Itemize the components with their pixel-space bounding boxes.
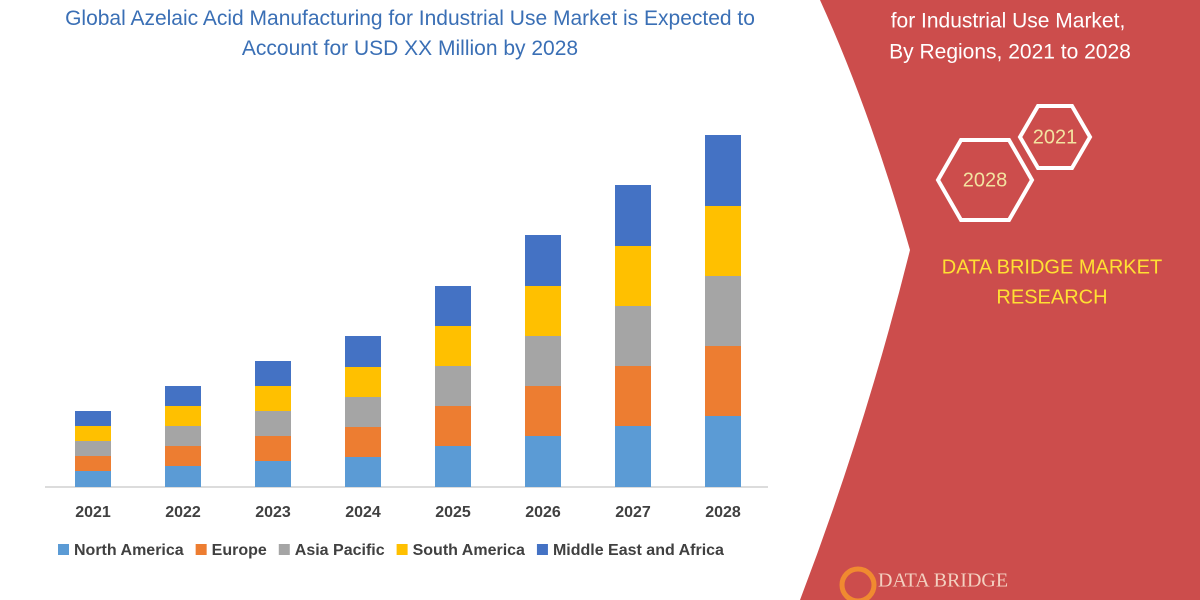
x-tick-label: 2023 bbox=[255, 504, 291, 521]
x-tick-label: 2022 bbox=[165, 504, 201, 521]
brand: RESEARCH bbox=[996, 286, 1107, 308]
bar-segment bbox=[345, 336, 381, 367]
bar-segment bbox=[345, 397, 381, 427]
bar-segment bbox=[615, 185, 651, 246]
bar-segment bbox=[75, 426, 111, 441]
chart-title: Global Azelaic Acid Manufacturing for In… bbox=[65, 7, 755, 60]
bar-segment bbox=[705, 135, 741, 206]
x-tick-label: 2026 bbox=[525, 504, 561, 521]
badge: 2028 bbox=[963, 169, 1008, 191]
legend-swatch bbox=[195, 544, 207, 555]
x-tick-label: 2024 bbox=[345, 504, 381, 521]
panel-heading: By Regions, 2021 to 2028 bbox=[889, 41, 1131, 64]
logo-mark bbox=[839, 566, 877, 600]
bar-segment bbox=[345, 427, 381, 457]
x-tick-label: 2025 bbox=[435, 504, 471, 521]
bar-segment bbox=[525, 286, 561, 336]
bar-segment bbox=[255, 411, 291, 436]
panel-heading: for Industrial Use Market, bbox=[891, 10, 1126, 33]
x-tick-label: 2027 bbox=[615, 504, 651, 521]
bar-segment bbox=[615, 366, 651, 426]
bar-segment bbox=[75, 411, 111, 426]
bar-segment bbox=[165, 426, 201, 446]
bar-segment bbox=[615, 246, 651, 306]
bar-segment bbox=[345, 367, 381, 397]
hexagon bbox=[935, 138, 1035, 222]
bar-segment bbox=[435, 286, 471, 326]
bar-segment bbox=[615, 426, 651, 487]
legend-label: North America bbox=[74, 542, 184, 559]
bar-segment bbox=[525, 436, 561, 487]
logo: DATA BRIDGE bbox=[878, 570, 1008, 592]
bar-segment bbox=[435, 326, 471, 366]
bar-segment bbox=[525, 235, 561, 286]
bar-segment bbox=[75, 441, 111, 456]
bar-segment bbox=[165, 406, 201, 426]
bar-segment bbox=[705, 346, 741, 416]
legend-swatch bbox=[396, 544, 408, 555]
bar-segment bbox=[435, 446, 471, 487]
bar-segment bbox=[165, 446, 201, 466]
bar-segment bbox=[255, 361, 291, 386]
brand: DATA BRIDGE MARKET bbox=[942, 256, 1162, 278]
bar-segment bbox=[705, 276, 741, 346]
legend-label: Middle East and Africa bbox=[553, 542, 724, 559]
bar-segment bbox=[435, 406, 471, 446]
legend-label: South America bbox=[413, 542, 525, 559]
legend-label: Asia Pacific bbox=[295, 542, 385, 559]
bar-segment bbox=[705, 416, 741, 487]
bar-segment bbox=[165, 386, 201, 406]
side-panel bbox=[800, 0, 1200, 600]
legend-swatch bbox=[278, 544, 290, 555]
x-tick-label: 2028 bbox=[705, 504, 741, 521]
legend-swatch bbox=[536, 544, 548, 555]
bar-segment bbox=[75, 456, 111, 471]
bar-segment bbox=[255, 436, 291, 461]
bar-segment bbox=[165, 466, 201, 487]
bar-segment bbox=[435, 366, 471, 406]
legend-swatch bbox=[58, 544, 69, 555]
x-tick-label: 2021 bbox=[75, 504, 111, 521]
badge: 2021 bbox=[1033, 126, 1078, 148]
legend-label: Europe bbox=[212, 542, 267, 559]
bar-segment bbox=[345, 457, 381, 487]
bar-segment bbox=[525, 336, 561, 386]
bar-segment bbox=[75, 471, 111, 487]
bar-segment bbox=[615, 306, 651, 366]
bar-segment bbox=[255, 386, 291, 411]
bar-segment bbox=[255, 461, 291, 487]
hexagon bbox=[1017, 104, 1093, 170]
bar-segment bbox=[705, 206, 741, 276]
bar-segment bbox=[525, 386, 561, 436]
